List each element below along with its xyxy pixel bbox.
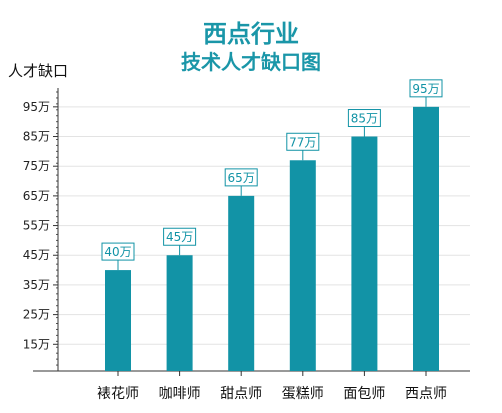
data-label: 95万 bbox=[412, 82, 439, 96]
bar bbox=[105, 270, 131, 371]
data-label: 85万 bbox=[351, 112, 378, 126]
y-tick-label: 15万 bbox=[23, 337, 50, 351]
data-label: 40万 bbox=[104, 245, 131, 259]
data-label: 45万 bbox=[166, 230, 193, 244]
x-tick-label: 面包师 bbox=[343, 386, 385, 402]
data-label-box bbox=[347, 109, 381, 128]
bar bbox=[289, 160, 316, 371]
data-label-box bbox=[101, 242, 135, 261]
data-label-box bbox=[409, 79, 443, 98]
x-tick-label: 蛋糕师 bbox=[282, 386, 324, 402]
y-tick-label: 65万 bbox=[23, 189, 50, 203]
x-tick-label: 甜点师 bbox=[220, 386, 262, 402]
data-label-box bbox=[286, 132, 320, 151]
bar bbox=[351, 136, 378, 371]
x-tick-label: 西点师 bbox=[405, 386, 447, 402]
data-label-box bbox=[163, 227, 197, 246]
chart-title: 西点行业 bbox=[203, 20, 299, 48]
data-label: 77万 bbox=[289, 135, 316, 149]
y-axis-label: 人才缺口 bbox=[8, 62, 69, 80]
y-tick-label: 55万 bbox=[23, 219, 50, 233]
x-tick-label: 咖啡师 bbox=[159, 386, 201, 402]
bar bbox=[228, 195, 255, 371]
y-tick-label: 25万 bbox=[23, 308, 50, 322]
bar bbox=[413, 106, 439, 371]
data-labels-layer: 40万 45万 65万 77万 85万 95万 bbox=[101, 79, 443, 271]
y-tick-label: 95万 bbox=[23, 100, 50, 114]
y-tick-label: 45万 bbox=[23, 248, 50, 262]
chart-subtitle: 技术人才缺口图 bbox=[181, 50, 321, 74]
data-label: 65万 bbox=[228, 171, 255, 185]
y-tick-label: 75万 bbox=[23, 159, 50, 173]
y-tick-label: 85万 bbox=[23, 130, 50, 144]
x-tick-label: 裱花师 bbox=[97, 386, 139, 402]
data-label-box bbox=[224, 168, 258, 187]
bar bbox=[166, 255, 193, 371]
y-tick-label: 35万 bbox=[23, 278, 50, 292]
bars-layer bbox=[105, 106, 439, 371]
